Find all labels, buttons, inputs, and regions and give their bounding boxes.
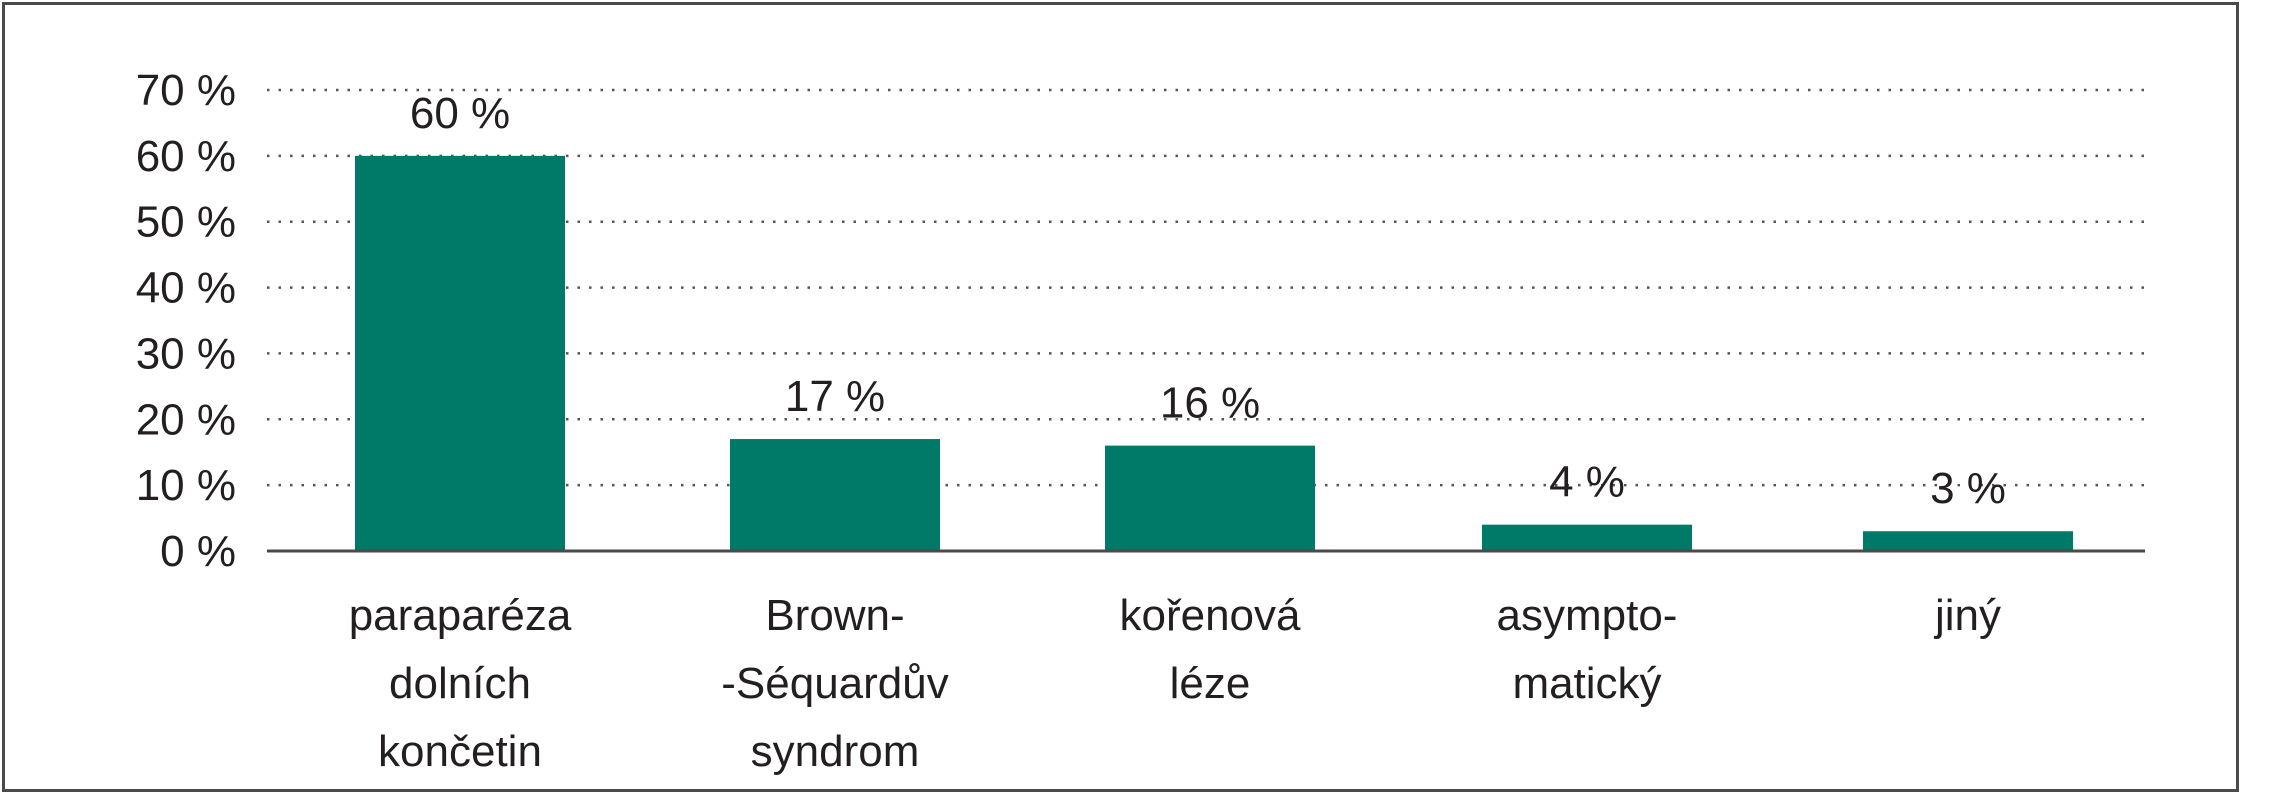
category-label: léze	[1170, 659, 1251, 708]
category-label: Brown-	[765, 591, 904, 640]
bar	[355, 155, 565, 551]
category-label: asympto-	[1497, 591, 1678, 640]
category-label: kořenová	[1119, 591, 1301, 640]
chart-frame: 0 % 10 % 20 % 30 % 40 % 50 % 60 % 70 % 60 % parap…	[2, 2, 2239, 792]
y-tick-label: 50 %	[136, 198, 236, 247]
bar-chart: 0 % 10 % 20 % 30 % 40 % 50 % 60 % 70 % 60 % parap…	[136, 66, 2145, 776]
data-label: 17 %	[785, 372, 885, 421]
bar	[1863, 531, 2073, 551]
category-label: dolních	[389, 659, 531, 708]
category-label: paraparéza	[349, 591, 572, 640]
data-label: 3 %	[1930, 464, 2006, 513]
y-tick-label: 70 %	[136, 66, 236, 115]
category-label: matický	[1512, 659, 1661, 708]
category-label: syndrom	[751, 727, 920, 776]
bar	[1482, 524, 1692, 551]
category-label: jiný	[1933, 591, 2001, 640]
bar	[1105, 445, 1315, 551]
category-label: -Séquardův	[721, 659, 948, 708]
y-tick-label: 40 %	[136, 264, 236, 313]
data-label: 60 %	[410, 89, 510, 138]
category-label: končetin	[378, 727, 542, 776]
y-tick-label: 30 %	[136, 329, 236, 378]
y-tick-label: 0 %	[160, 527, 236, 576]
y-tick-label: 60 %	[136, 132, 236, 181]
data-label: 16 %	[1160, 379, 1260, 428]
bar	[730, 439, 940, 551]
data-label: 4 %	[1549, 458, 1625, 507]
y-tick-label: 20 %	[136, 395, 236, 444]
y-tick-label: 10 %	[136, 461, 236, 510]
